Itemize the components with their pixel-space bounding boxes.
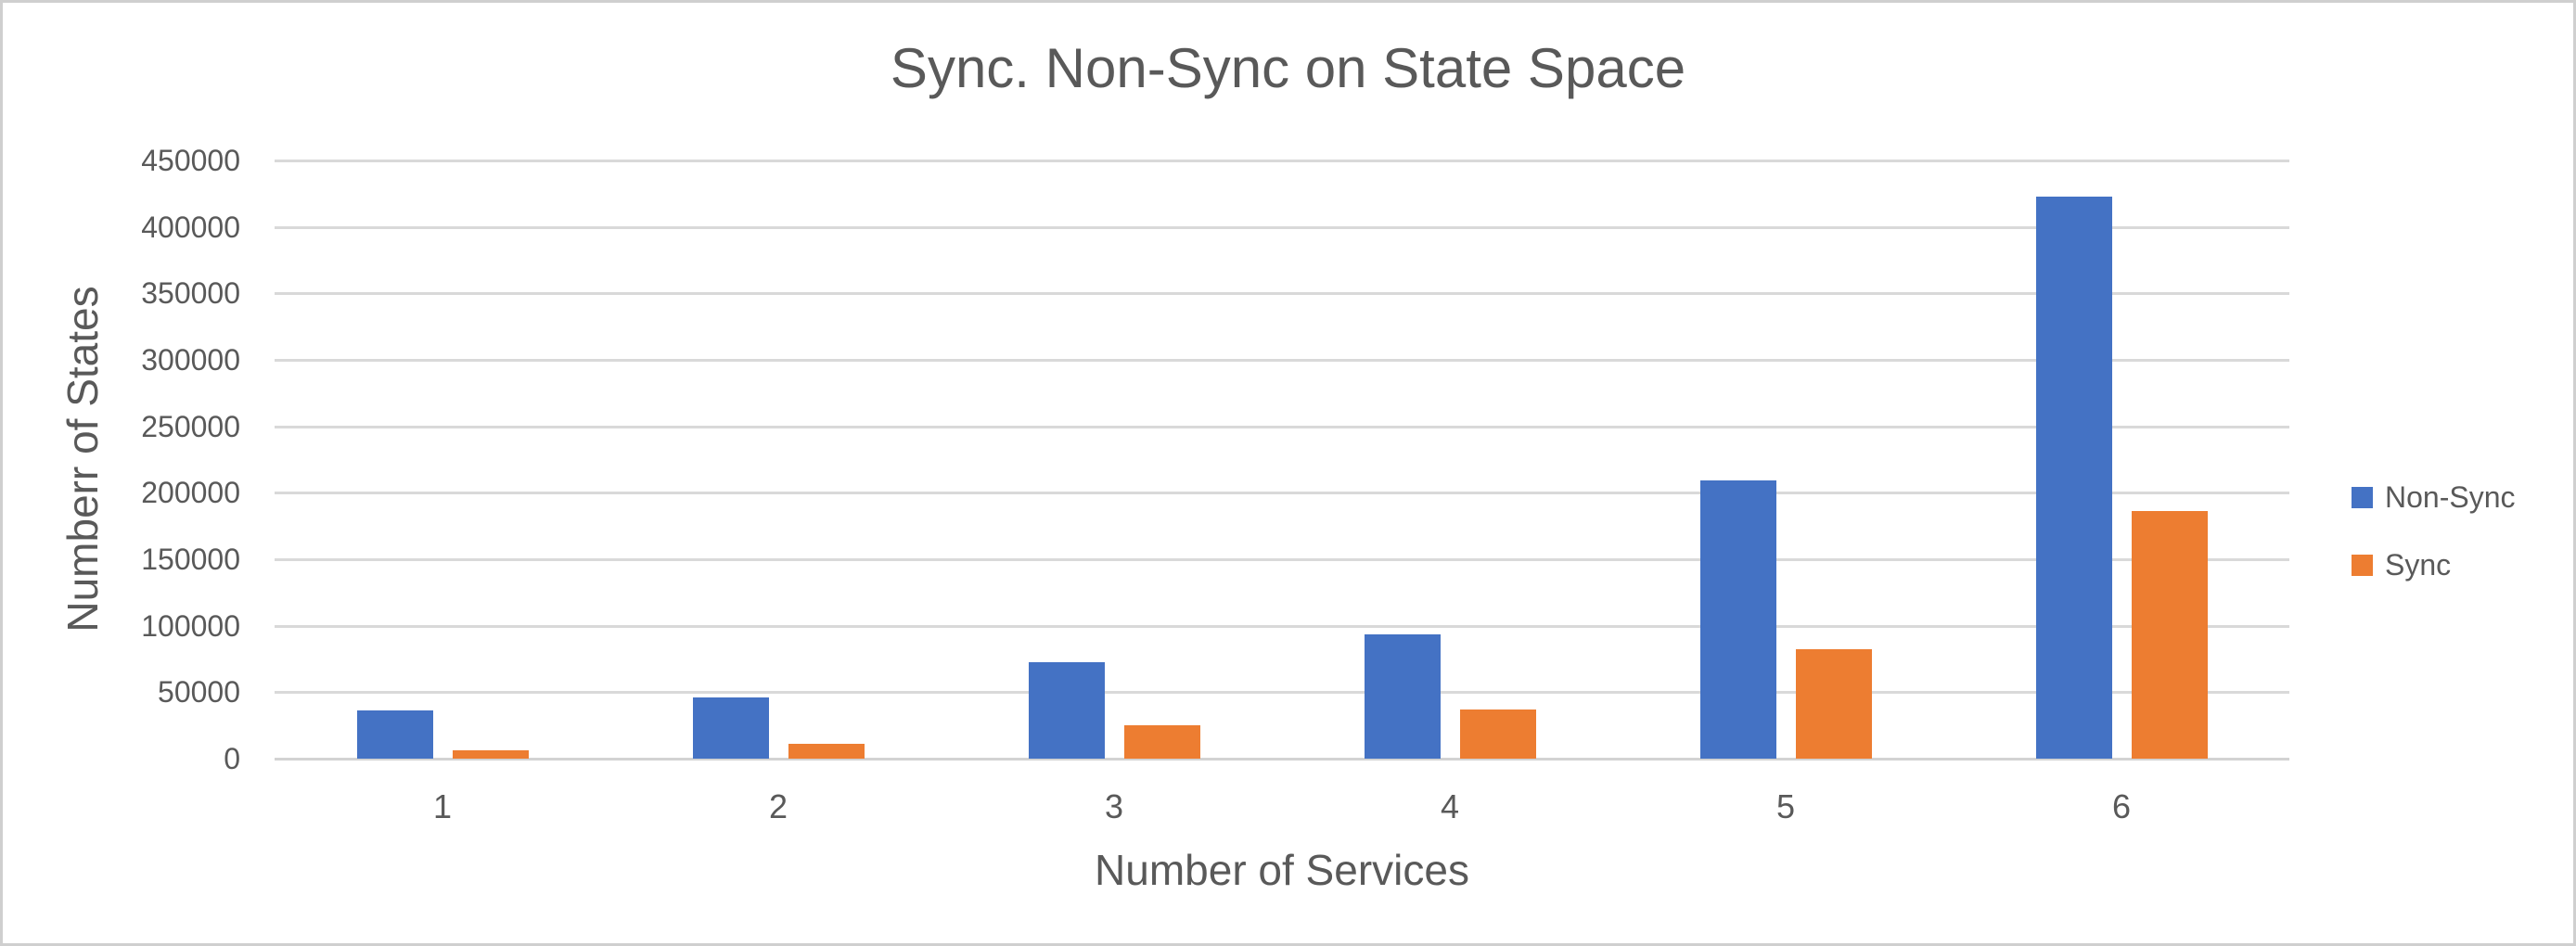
chart-title: Sync. Non-Sync on State Space: [890, 37, 1686, 99]
gridline: [275, 425, 2289, 428]
y-tick-label: 0: [224, 742, 240, 775]
legend-marker-non-sync-icon: [2352, 486, 2373, 508]
gridline: [275, 558, 2289, 561]
y-tick-label: 450000: [141, 144, 240, 177]
bar-non-sync-4: [1364, 633, 1441, 759]
gridline: [275, 691, 2289, 695]
bar-non-sync-1: [356, 710, 433, 759]
legend-marker-sync-icon: [2352, 554, 2373, 576]
gridline: [275, 624, 2289, 628]
legend-label: Non-Sync: [2385, 479, 2516, 514]
bar-non-sync-3: [1028, 662, 1105, 759]
x-tick-label: 3: [1104, 787, 1124, 825]
y-tick-label: 250000: [141, 409, 240, 443]
legend-item-sync: Sync: [2352, 543, 2516, 586]
y-tick-label: 200000: [141, 476, 240, 510]
gridline: [275, 292, 2289, 296]
gridline: [275, 160, 2289, 162]
legend: Non-Sync Sync: [2352, 476, 2516, 611]
bar-sync-1: [452, 750, 529, 759]
y-tick-label: 400000: [141, 210, 240, 244]
gridline: [275, 225, 2289, 229]
y-tick-label: 300000: [141, 343, 240, 377]
bar-non-sync-6: [2035, 196, 2112, 759]
y-tick-label: 50000: [158, 675, 240, 710]
bar-sync-6: [2131, 511, 2208, 759]
bar-sync-5: [1795, 648, 1872, 759]
gridline: [275, 492, 2289, 495]
x-axis-line: [275, 758, 2289, 761]
y-tick-label: 150000: [141, 543, 240, 576]
x-tick-label: 4: [1440, 787, 1460, 825]
y-tick-label: 350000: [141, 276, 240, 311]
bar-non-sync-2: [692, 697, 769, 759]
x-tick-label: 6: [2111, 787, 2132, 825]
legend-item-non-sync: Non-Sync: [2352, 476, 2516, 518]
x-axis-title: Number of Services: [1095, 846, 1469, 894]
y-tick-label: 100000: [141, 608, 240, 643]
x-tick-label: 2: [768, 787, 788, 825]
x-tick-label: 5: [1775, 787, 1796, 825]
legend-label: Sync: [2385, 547, 2452, 582]
bar-sync-4: [1459, 709, 1536, 759]
bar-non-sync-5: [1699, 479, 1776, 759]
bar-sync-3: [1123, 725, 1200, 759]
x-tick-label: 1: [432, 787, 453, 825]
bar-sync-2: [788, 743, 865, 759]
gridline: [275, 359, 2289, 362]
